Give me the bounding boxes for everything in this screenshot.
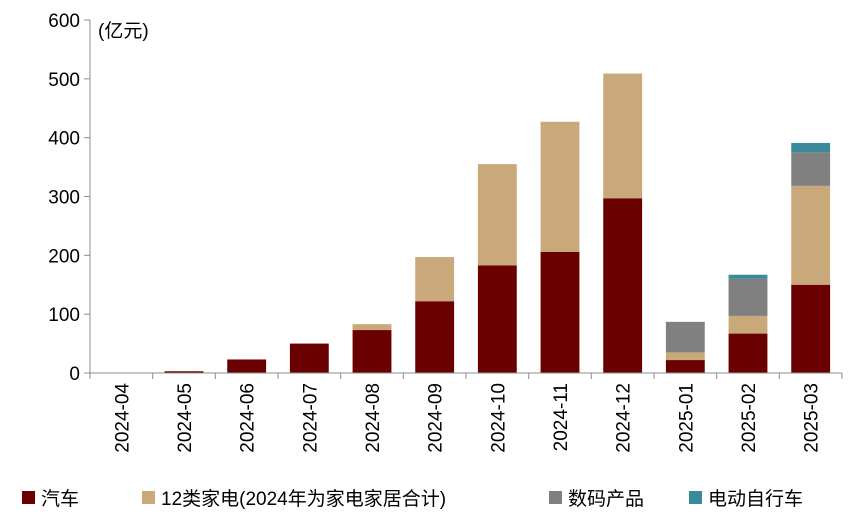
bar-segment	[728, 315, 768, 334]
bar-segment	[791, 185, 831, 285]
bar-segment	[289, 343, 329, 373]
y-tick-label: 200	[48, 246, 80, 267]
bar-segment	[603, 198, 643, 373]
x-tick-label: 2024-04	[112, 383, 133, 453]
bars	[164, 73, 831, 373]
y-tick-label: 500	[48, 70, 80, 91]
legend-label: 汽车	[41, 488, 79, 510]
bar-segment	[540, 251, 580, 373]
bar-segment	[728, 333, 768, 373]
x-tick-label: 2024-08	[363, 383, 384, 453]
y-tick-label: 400	[48, 129, 80, 150]
y-axis-unit-label: (亿元)	[98, 20, 149, 42]
bar-segment	[164, 371, 204, 373]
y-tick-label: 600	[48, 11, 80, 32]
bar-segment	[665, 360, 705, 373]
legend-swatch	[22, 491, 35, 504]
x-tick-label: 2025-02	[739, 383, 760, 453]
legend-label: 数码产品	[568, 488, 644, 510]
x-tick-label: 2024-11	[551, 383, 572, 451]
legend-swatch	[689, 491, 702, 504]
bar-segment	[728, 274, 768, 279]
bar-segment	[227, 359, 267, 373]
legend-swatch	[549, 491, 562, 504]
bar-segment	[665, 352, 705, 361]
legend-swatch	[142, 491, 155, 504]
x-tick-label: 2024-10	[488, 383, 509, 453]
x-tick-label: 2025-01	[676, 383, 697, 453]
bar-segment	[603, 73, 643, 199]
legend-label: 12类家电(2024年为家电家居合计)	[161, 488, 446, 510]
x-tick-label: 2024-09	[426, 383, 447, 453]
bar-segment	[665, 321, 705, 353]
bar-segment	[415, 257, 455, 302]
y-axis: 0 100 200 300 400 500 600	[48, 11, 91, 385]
y-tick-label: 100	[48, 305, 80, 326]
x-tick-label: 2024-05	[175, 383, 196, 453]
bar-segment	[540, 121, 580, 252]
bar-segment	[791, 152, 831, 186]
x-tick-label: 2024-06	[238, 383, 259, 453]
x-tick-label: 2025-03	[802, 383, 823, 453]
x-tick-label: 2024-07	[300, 383, 321, 453]
bar-segment	[477, 265, 517, 373]
y-tick-label: 300	[48, 188, 80, 209]
y-tick-label: 0	[69, 364, 80, 385]
bar-segment	[791, 284, 831, 373]
x-axis: 2024-04 2024-05 2024-06 2024-07 2024-08 2024-…	[89, 372, 843, 453]
bar-segment	[728, 278, 768, 316]
legend-label: 电动自行车	[708, 488, 803, 510]
bar-segment	[791, 142, 831, 153]
bar-segment	[415, 301, 455, 373]
legend: 汽车 12类家电(2024年为家电家居合计) 数码产品 电动自行车	[22, 488, 803, 510]
bar-segment	[477, 164, 517, 266]
bar-segment	[352, 324, 392, 331]
bar-segment	[352, 330, 392, 373]
x-tick-label: 2024-12	[614, 383, 635, 453]
